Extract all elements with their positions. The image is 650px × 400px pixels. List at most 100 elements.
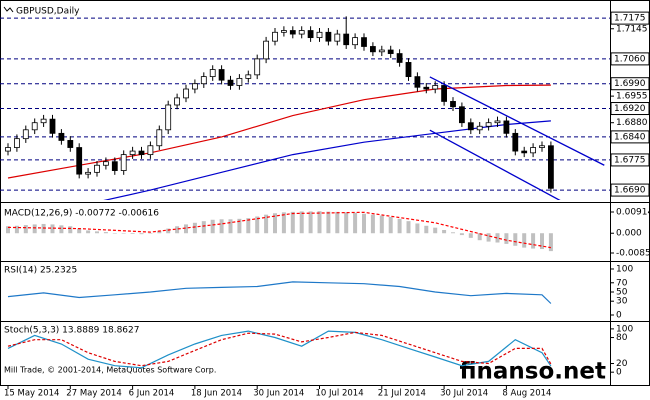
- candle-body: [254, 58, 261, 76]
- level-label: 1.6690: [614, 186, 646, 196]
- candle-body: [138, 150, 145, 156]
- x-tick-label: 30 Jul 2014: [440, 389, 488, 399]
- candle-body: [298, 30, 305, 35]
- y-tick-label: -0.00852: [616, 249, 650, 259]
- candle-body: [111, 161, 118, 171]
- candle-body: [245, 74, 252, 79]
- y-tick-label: 1.7145: [616, 24, 648, 34]
- candle-body: [361, 37, 367, 47]
- candle-body: [120, 154, 127, 171]
- macd-bar: [68, 226, 73, 234]
- macd-bar: [353, 212, 358, 234]
- candle-body: [369, 46, 376, 53]
- macd-bar: [451, 232, 455, 234]
- macd-bar: [513, 233, 518, 246]
- macd-bar: [192, 222, 197, 234]
- level-label-box: [610, 52, 650, 66]
- macd-bar: [548, 233, 553, 252]
- candle-body: [432, 85, 439, 90]
- indicator-line: [7, 84, 551, 179]
- candle-body: [334, 33, 341, 42]
- candle-body: [218, 69, 225, 81]
- level-label: 1.6920: [614, 104, 646, 114]
- x-tick-label: 21 Jul 2014: [378, 389, 426, 399]
- y-tick-label: 0.00914: [616, 208, 650, 218]
- candle-body: [165, 104, 172, 131]
- level-label: 1.7175: [614, 14, 646, 24]
- macd-bar: [335, 211, 340, 234]
- macd-bar: [370, 214, 375, 234]
- y-tick-label: 70: [616, 278, 628, 288]
- indicator-line: [7, 330, 552, 369]
- macd-bar: [23, 225, 28, 234]
- macd-bar: [130, 233, 135, 234]
- panel: [6, 211, 553, 252]
- macd-bar: [326, 211, 331, 234]
- macd-bar: [157, 230, 162, 234]
- macd-bar: [112, 233, 117, 234]
- y-tick-label: 30: [616, 297, 628, 307]
- panel-title: MACD(12,26,9) -0.00772 -0.00616: [4, 209, 159, 219]
- candle-body: [521, 150, 528, 154]
- y-tick-label: 50: [616, 287, 628, 297]
- watermark: finanso.net: [459, 359, 606, 385]
- macd-bar: [379, 215, 384, 234]
- macd-bar: [495, 233, 500, 243]
- y-tick-label: 0: [616, 368, 622, 378]
- macd-bar: [459, 233, 464, 236]
- macd-bar: [397, 218, 402, 234]
- macd-bar: [201, 221, 206, 234]
- macd-bar: [468, 233, 473, 238]
- candle-body: [441, 85, 448, 102]
- panel: [0, 16, 610, 200]
- panel-title: GBPUSD,Daily: [16, 7, 80, 17]
- macd-bar: [6, 226, 10, 234]
- candle-body: [494, 120, 501, 124]
- macd-bar: [433, 227, 438, 234]
- level-label-box: [610, 130, 650, 144]
- macd-bar: [121, 233, 126, 234]
- candle-body: [378, 49, 385, 53]
- macd-bar: [77, 228, 82, 234]
- candle-body: [512, 132, 519, 152]
- y-tick-label: 1.6955: [616, 92, 648, 102]
- candle-body: [387, 49, 394, 54]
- level-label: 1.6990: [614, 79, 646, 89]
- y-tick-label: 0.000: [616, 229, 642, 239]
- candle-body: [396, 53, 403, 63]
- level-label-box: [610, 183, 650, 197]
- macd-bar: [184, 224, 188, 234]
- candle-body: [450, 101, 456, 108]
- candle-body: [467, 122, 474, 131]
- candle-body: [423, 86, 430, 90]
- y-tick-label: 20: [616, 359, 628, 369]
- macd-bar: [210, 219, 215, 234]
- candle-body: [352, 37, 359, 46]
- x-tick-label: 8 Aug 2014: [502, 389, 551, 399]
- macd-bar: [95, 231, 99, 234]
- candle-body: [548, 145, 554, 189]
- candle-body: [156, 129, 163, 147]
- macd-bar: [540, 233, 544, 250]
- indicator-line: [7, 281, 552, 304]
- level-label-box: [610, 11, 650, 25]
- candle-body: [174, 97, 181, 106]
- indicator-line: [7, 211, 551, 249]
- macd-bar: [255, 216, 260, 234]
- candle-body: [58, 132, 65, 141]
- trend-line: [429, 76, 605, 166]
- macd-bar: [531, 233, 536, 249]
- macd-bar: [477, 233, 482, 241]
- macd-bar: [362, 213, 366, 234]
- candle-body: [129, 150, 136, 156]
- macd-bar: [219, 219, 224, 234]
- candle-body: [272, 31, 278, 42]
- x-tick-label: 18 Jun 2014: [191, 389, 242, 399]
- candle-body: [13, 138, 20, 148]
- candle-body: [147, 145, 154, 156]
- candle-body: [94, 164, 100, 173]
- macd-bar: [406, 221, 411, 234]
- candle-body: [325, 31, 332, 42]
- macd-bar: [273, 213, 277, 234]
